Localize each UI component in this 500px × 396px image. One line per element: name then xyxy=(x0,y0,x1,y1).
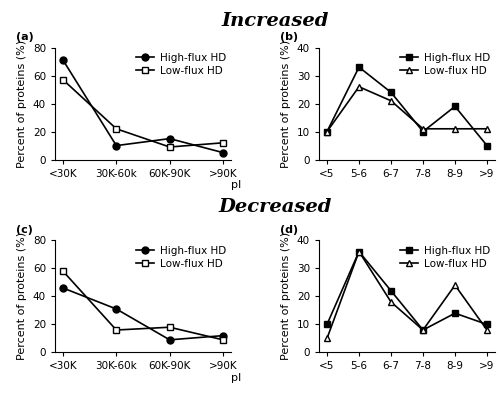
Low-flux HD xyxy=(60,77,66,82)
Low-flux HD xyxy=(114,126,119,131)
Low-flux HD xyxy=(220,337,226,342)
Low-flux HD xyxy=(356,249,362,254)
Low-flux HD xyxy=(452,283,458,287)
High-flux HD xyxy=(452,104,458,109)
Low-flux HD xyxy=(166,145,172,149)
High-flux HD xyxy=(60,58,66,63)
High-flux HD xyxy=(356,249,362,254)
Low-flux HD xyxy=(166,325,172,329)
Line: Low-flux HD: Low-flux HD xyxy=(324,83,490,135)
Low-flux HD xyxy=(420,126,426,131)
Low-flux HD xyxy=(220,141,226,145)
High-flux HD xyxy=(220,150,226,155)
Low-flux HD xyxy=(60,269,66,274)
High-flux HD xyxy=(114,143,119,148)
High-flux HD xyxy=(452,311,458,316)
Legend: High-flux HD, Low-flux HD: High-flux HD, Low-flux HD xyxy=(136,53,226,76)
Text: (c): (c) xyxy=(16,225,33,235)
High-flux HD xyxy=(166,337,172,342)
High-flux HD xyxy=(60,286,66,290)
Y-axis label: Percent of proteins (%): Percent of proteins (%) xyxy=(18,232,28,360)
Y-axis label: Percent of proteins (%): Percent of proteins (%) xyxy=(282,40,292,168)
Text: (b): (b) xyxy=(280,32,298,42)
Text: (d): (d) xyxy=(280,225,298,235)
Low-flux HD xyxy=(114,327,119,332)
High-flux HD xyxy=(220,333,226,338)
Line: Low-flux HD: Low-flux HD xyxy=(60,76,226,150)
High-flux HD xyxy=(388,90,394,95)
Line: High-flux HD: High-flux HD xyxy=(60,57,226,156)
Y-axis label: Percent of proteins (%): Percent of proteins (%) xyxy=(282,232,292,360)
Line: High-flux HD: High-flux HD xyxy=(324,64,490,149)
High-flux HD xyxy=(420,129,426,134)
Low-flux HD xyxy=(420,327,426,332)
Text: Decreased: Decreased xyxy=(218,198,332,216)
Low-flux HD xyxy=(324,129,330,134)
Legend: High-flux HD, Low-flux HD: High-flux HD, Low-flux HD xyxy=(400,246,490,268)
Legend: High-flux HD, Low-flux HD: High-flux HD, Low-flux HD xyxy=(136,246,226,268)
Line: High-flux HD: High-flux HD xyxy=(324,248,490,333)
Line: Low-flux HD: Low-flux HD xyxy=(324,248,490,342)
Low-flux HD xyxy=(388,300,394,305)
Legend: High-flux HD, Low-flux HD: High-flux HD, Low-flux HD xyxy=(400,53,490,76)
Low-flux HD xyxy=(484,327,490,332)
Low-flux HD xyxy=(452,126,458,131)
Low-flux HD xyxy=(324,336,330,341)
Line: High-flux HD: High-flux HD xyxy=(60,284,226,343)
High-flux HD xyxy=(114,307,119,311)
High-flux HD xyxy=(484,143,490,148)
High-flux HD xyxy=(388,288,394,293)
Text: (a): (a) xyxy=(16,32,34,42)
High-flux HD xyxy=(484,322,490,327)
High-flux HD xyxy=(420,327,426,332)
High-flux HD xyxy=(166,136,172,141)
High-flux HD xyxy=(324,129,330,134)
High-flux HD xyxy=(356,65,362,70)
Text: Increased: Increased xyxy=(222,12,328,30)
Text: pI: pI xyxy=(231,180,241,190)
Text: pI: pI xyxy=(231,373,241,383)
Y-axis label: Percent of proteins (%): Percent of proteins (%) xyxy=(18,40,28,168)
Low-flux HD xyxy=(484,126,490,131)
Low-flux HD xyxy=(388,98,394,103)
High-flux HD xyxy=(324,322,330,327)
Low-flux HD xyxy=(356,84,362,89)
Line: Low-flux HD: Low-flux HD xyxy=(60,268,226,343)
